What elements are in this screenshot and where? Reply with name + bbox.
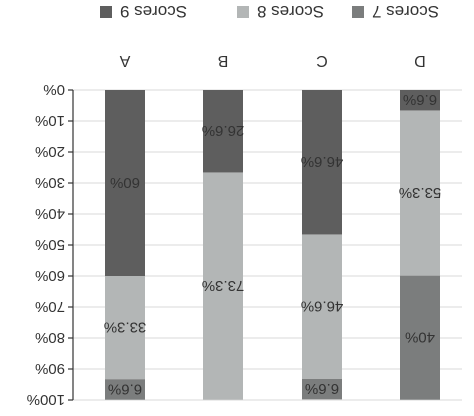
legend-label-scores-8: Scores 8 (257, 2, 324, 21)
bar-a-scores-9 (105, 90, 145, 276)
category-label-c: C (316, 52, 328, 69)
category-label-b: B (218, 52, 229, 69)
data-label-a-1: 33.3% (104, 319, 147, 336)
data-label-b-1: 73.3% (202, 277, 245, 294)
data-label-c-0: 46.6% (301, 153, 344, 170)
y-tick-label-2: 20% (35, 143, 65, 160)
data-label-d-2: 40% (405, 329, 435, 346)
y-tick-label-9: 90% (35, 360, 65, 377)
legend-swatch-scores-7 (352, 6, 364, 18)
bar-a-scores-8 (105, 276, 145, 380)
y-tick-label-0: 0% (43, 81, 65, 98)
legend-label-scores-9: Scores 9 (120, 2, 187, 21)
data-label-c-2: 6.6% (305, 380, 339, 397)
y-tick-label-1: 10% (35, 112, 65, 129)
bar-a-scores-7 (105, 379, 145, 400)
data-label-d-0: 6.6% (403, 91, 437, 108)
y-tick-label-10: 100% (27, 391, 65, 408)
bar-c-scores-7 (302, 378, 342, 400)
data-labels: 60% 33.3% 6.6% 26.6% 73.3% 46.6% 46.6% 6.6% 6.6%… (104, 91, 442, 397)
bar-d-scores-8 (400, 110, 440, 276)
y-tick-label-5: 50% (35, 236, 65, 253)
bar-d-scores-9 (400, 90, 440, 111)
legend-label-scores-7: Scores 7 (372, 2, 439, 21)
data-label-a-2: 6.6% (108, 380, 142, 397)
y-tick-label-6: 60% (35, 267, 65, 284)
bar-c-scores-9 (302, 90, 342, 235)
bar-d-scores-7 (400, 275, 440, 400)
category-label-a: A (119, 52, 130, 69)
data-label-b-0: 26.6% (202, 122, 245, 139)
y-tick-label-8: 80% (35, 329, 65, 346)
data-label-a-0: 60% (110, 174, 140, 191)
category-label-d: D (414, 52, 426, 69)
bar-c-scores-8 (302, 234, 342, 379)
legend-swatch-scores-8 (237, 6, 249, 18)
y-axis: 0% 10% 20% 30% 40% 50% 60% 70% 80% 90% 100% (27, 81, 74, 408)
bar-b-scores-8 (203, 172, 243, 400)
y-tick-label-4: 40% (35, 205, 65, 222)
bars (105, 90, 440, 400)
data-label-d-1: 53.3% (399, 184, 442, 201)
legend: Scores 9 Scores 8 Scores 7 (100, 2, 439, 21)
data-label-c-1: 46.6% (301, 298, 344, 315)
legend-swatch-scores-9 (100, 6, 112, 18)
bar-b-scores-9 (203, 90, 243, 173)
y-tick-label-3: 30% (35, 174, 65, 191)
y-tick-label-7: 70% (35, 298, 65, 315)
category-labels: A B C D (119, 52, 425, 69)
